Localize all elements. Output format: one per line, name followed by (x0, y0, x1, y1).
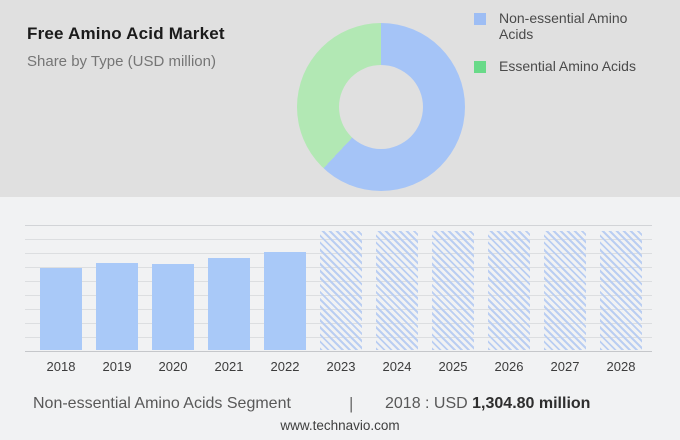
donut-hole (339, 65, 423, 149)
x-axis-label-2028: 2028 (606, 359, 636, 374)
bar-slot-2023 (313, 225, 369, 351)
x-axis-label-2024: 2024 (382, 359, 412, 374)
bar-slot-2026 (481, 225, 537, 351)
bar-2018 (40, 268, 82, 350)
legend-label-essential: Essential Amino Acids (499, 58, 636, 75)
footer-value: 2018 : USD 1,304.80 million (385, 395, 590, 413)
x-axis-label-2020: 2020 (158, 359, 188, 374)
bar-slot-2019 (89, 225, 145, 351)
legend-item-non-essential: Non-essential Amino Acids (474, 10, 669, 42)
legend-label-non-essential: Non-essential Amino Acids (499, 10, 628, 42)
forecast-bar-2027 (544, 231, 586, 350)
bar-2022 (264, 252, 306, 350)
page-title: Free Amino Acid Market (27, 24, 225, 43)
footer-value-amount: 1,304.80 million (472, 395, 591, 412)
footer-separator: | (349, 394, 354, 413)
x-axis-label-2025: 2025 (438, 359, 468, 374)
market-size-section: 2018 2019 2020 2021 2022 2023 2024 2025 2026 2027… (0, 197, 680, 440)
donut-chart (297, 23, 465, 191)
x-axis-line (25, 351, 652, 352)
page-subtitle: Share by Type (USD million) (27, 53, 216, 70)
bar-slot-2018 (33, 225, 89, 351)
forecast-bar-2023 (320, 231, 362, 350)
legend: Non-essential Amino Acids Essential Amin… (474, 10, 669, 92)
x-axis-label-2022: 2022 (270, 359, 300, 374)
legend-swatch-essential-icon (474, 61, 486, 74)
forecast-bar-2026 (488, 231, 530, 350)
header: Free Amino Acid Market Share by Type (US… (27, 24, 287, 70)
segment-label: Non-essential Amino Acids Segment (33, 395, 291, 412)
legend-swatch-non-essential-icon (474, 13, 486, 25)
forecast-bar-2024 (376, 231, 418, 350)
bar-slot-2027 (537, 225, 593, 351)
bar-slot-2025 (425, 225, 481, 351)
website-url: www.technavio.com (280, 418, 400, 433)
x-axis-label-2026: 2026 (494, 359, 524, 374)
bar-slot-2022 (257, 225, 313, 351)
gridline (25, 225, 652, 226)
bar-slot-2020 (145, 225, 201, 351)
x-axis-labels: 2018 2019 2020 2021 2022 2023 2024 2025 2026 2027… (33, 359, 649, 374)
share-by-type-section: Free Amino Acid Market Share by Type (US… (0, 0, 680, 197)
x-axis-label-2021: 2021 (214, 359, 244, 374)
footer: Non-essential Amino Acids Segment | 2018… (0, 394, 680, 415)
x-axis-label-2027: 2027 (550, 359, 580, 374)
footer-value-prefix: 2018 : USD (385, 395, 473, 412)
forecast-bar-2025 (432, 231, 474, 350)
bar-2020 (152, 264, 194, 350)
bar-slot-2028 (593, 225, 649, 351)
bar-chart (33, 225, 649, 351)
x-axis-label-2023: 2023 (326, 359, 356, 374)
x-axis-label-2019: 2019 (102, 359, 132, 374)
bar-2021 (208, 258, 250, 350)
forecast-bar-2028 (600, 231, 642, 350)
bar-2019 (96, 263, 138, 350)
x-axis-label-2018: 2018 (46, 359, 76, 374)
bar-slot-2024 (369, 225, 425, 351)
bar-slot-2021 (201, 225, 257, 351)
legend-item-essential: Essential Amino Acids (474, 59, 669, 75)
